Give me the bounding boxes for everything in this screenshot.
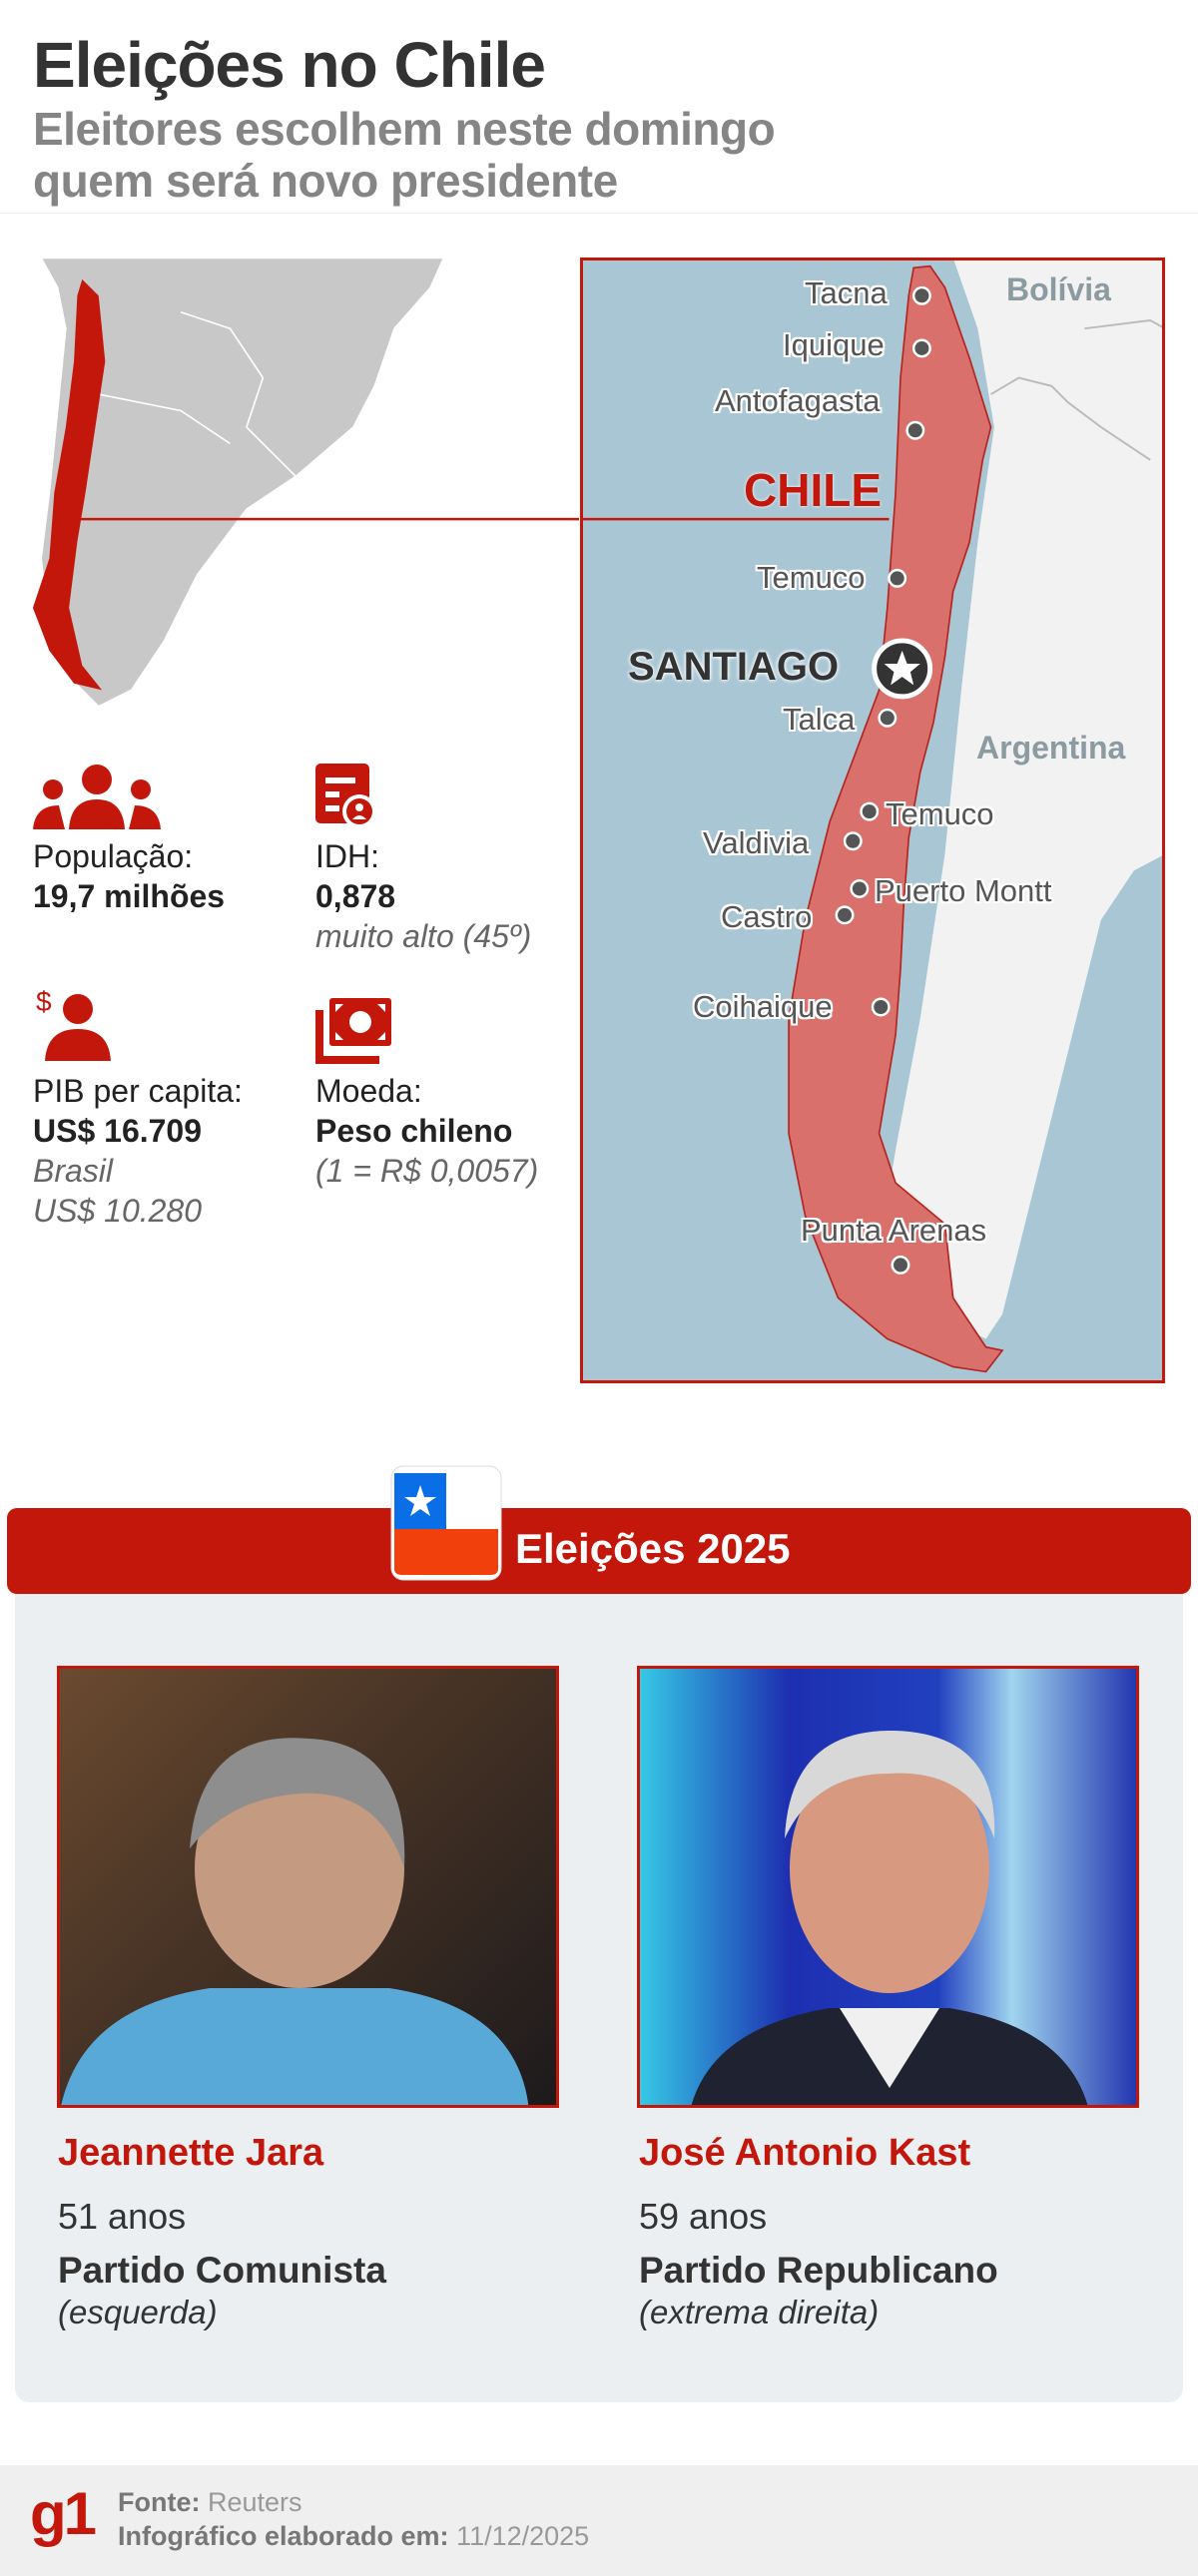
source-value: Reuters — [208, 2487, 302, 2517]
label-santiago: SANTIAGO — [628, 645, 840, 689]
date-value: 11/12/2025 — [456, 2521, 590, 2551]
currency-stat: Moeda: Peso chileno (1 = R$ 0,0057) — [315, 1071, 538, 1191]
person-dollar-icon: $ — [36, 986, 111, 1061]
candidate-photo-kast — [637, 1666, 1139, 2108]
chile-map: Bolívia Argentina CHILE SANTIAGO Tacna I… — [580, 258, 1165, 1383]
population-label: População: — [33, 838, 194, 874]
people-icon — [33, 765, 161, 829]
city-castro: Castro — [721, 899, 813, 934]
label-bolivia: Bolívia — [1006, 271, 1111, 307]
subtitle-line-1: Eleitores escolhem neste domingo — [33, 103, 776, 155]
gdp-stat: PIB per capita: US$ 16.709 Brasil US$ 10… — [33, 1071, 243, 1231]
city-tacna: Tacna — [805, 275, 888, 310]
map-shapes — [583, 260, 1162, 1373]
city-punta-arenas: Punta Arenas — [801, 1213, 987, 1248]
city-temuco: Temuco — [886, 796, 994, 831]
candidate-party-1: Partido Comunista — [58, 2250, 386, 2291]
city-antofagasta: Antofagasta — [715, 383, 881, 418]
elections-title: Eleições 2025 — [515, 1525, 791, 1572]
gdp-label: PIB per capita: — [33, 1073, 243, 1109]
label-chile: CHILE — [744, 464, 882, 516]
subtitle-line-2: quem será novo presidente — [33, 155, 618, 207]
population-value: 19,7 milhões — [33, 878, 226, 914]
city-iquique: Iquique — [783, 327, 885, 362]
land-shape — [887, 260, 1162, 1339]
hdi-stat: IDH: 0,878 muito alto (45º) — [315, 836, 531, 956]
candidate-name-2: José Antonio Kast — [639, 2132, 971, 2174]
currency-rate: (1 = R$ 0,0057) — [315, 1153, 539, 1189]
hdi-note: muito alto (45º) — [315, 918, 532, 954]
date-line: Infográfico elaborado em: 11/12/2025 — [118, 2521, 589, 2552]
document-person-icon — [315, 764, 376, 828]
candidate-age-1: 51 anos — [58, 2196, 187, 2237]
header-divider — [0, 213, 1198, 214]
city-dots — [835, 285, 931, 1275]
page-title: Eleições no Chile — [33, 29, 546, 101]
city-coihaique: Coihaique — [693, 989, 833, 1024]
city-temuco-north: Temuco — [757, 560, 866, 595]
date-label: Infográfico elaborado em: — [118, 2521, 449, 2551]
banknotes-icon — [315, 998, 391, 1064]
chile-shape — [32, 278, 106, 691]
candidate-party-2: Partido Republicano — [639, 2250, 998, 2291]
candidate-name-1: Jeannette Jara — [58, 2132, 324, 2174]
svg-text:$: $ — [36, 986, 52, 1017]
elections-header-bar — [7, 1508, 1191, 1594]
city-valdivia: Valdivia — [703, 825, 810, 860]
city-talca: Talca — [783, 702, 856, 737]
source-line: Fonte: Reuters — [118, 2487, 302, 2518]
currency-label: Moeda: — [315, 1073, 422, 1109]
g1-logo: g1 — [30, 2480, 97, 2547]
gdp-brazil-label: Brasil — [33, 1153, 114, 1189]
south-america-shape — [39, 257, 445, 708]
candidate-age-2: 59 anos — [639, 2196, 768, 2237]
candidate-ideology-2: (extrema direita) — [639, 2294, 880, 2330]
candidate-ideology-1: (esquerda) — [58, 2294, 218, 2330]
footer: g1 Fonte: Reuters Infográfico elaborado … — [0, 2465, 1198, 2576]
population-stat: População: 19,7 milhões — [33, 836, 225, 916]
chile-flag-icon — [390, 1465, 502, 1581]
city-puerto-montt: Puerto Montt — [875, 873, 1052, 908]
candidate-photo-jara — [57, 1666, 559, 2108]
currency-value: Peso chileno — [315, 1113, 513, 1149]
label-argentina: Argentina — [976, 730, 1126, 766]
locator-map — [32, 257, 579, 708]
source-label: Fonte: — [118, 2487, 201, 2517]
hdi-value: 0,878 — [315, 878, 396, 914]
chile-region — [788, 264, 1004, 1373]
gdp-value: US$ 16.709 — [33, 1113, 203, 1149]
hdi-label: IDH: — [315, 838, 379, 874]
gdp-brazil-value: US$ 10.280 — [33, 1193, 203, 1229]
